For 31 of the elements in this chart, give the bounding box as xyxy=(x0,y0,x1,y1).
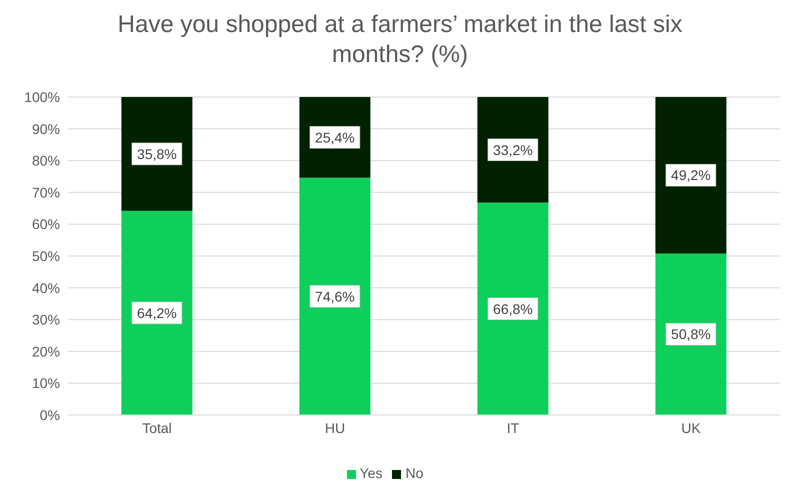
legend-label: No xyxy=(405,465,424,481)
data-label: 35,8% xyxy=(137,146,177,162)
x-tick-label: IT xyxy=(506,420,520,436)
y-tick-label: 0% xyxy=(40,406,60,423)
bar xyxy=(299,178,370,415)
y-tick-label: 70% xyxy=(32,184,60,200)
data-label: 25,4% xyxy=(315,129,355,146)
data-label: 74,6% xyxy=(315,288,355,304)
data-label: 33,2% xyxy=(493,142,533,158)
bar xyxy=(477,202,548,415)
bar xyxy=(655,253,726,415)
x-tick-label: HU xyxy=(324,420,346,436)
chart-title: Have you shopped at a farmers’ market in the last six months? (%) xyxy=(116,10,684,70)
y-tick-label: 40% xyxy=(32,280,60,296)
y-tick-label: 10% xyxy=(32,375,60,392)
data-label: 50,8% xyxy=(671,326,711,342)
bar xyxy=(655,97,726,254)
y-tick-label: 90% xyxy=(32,120,60,137)
y-tick-label: 80% xyxy=(32,152,60,169)
x-tick-label: UK xyxy=(681,420,702,436)
y-tick-label: 20% xyxy=(32,343,60,360)
data-label: 64,2% xyxy=(137,304,177,321)
y-tick-label: 60% xyxy=(32,216,60,232)
data-label: 66,8% xyxy=(493,300,533,317)
y-tick-label: 100% xyxy=(24,88,60,105)
y-tick-label: 30% xyxy=(32,312,60,328)
y-tick-label: 50% xyxy=(32,248,60,264)
x-tick-label: Total xyxy=(142,420,172,436)
legend-label: Yes xyxy=(360,465,382,481)
data-label: 49,2% xyxy=(671,167,711,184)
bar xyxy=(121,210,192,415)
